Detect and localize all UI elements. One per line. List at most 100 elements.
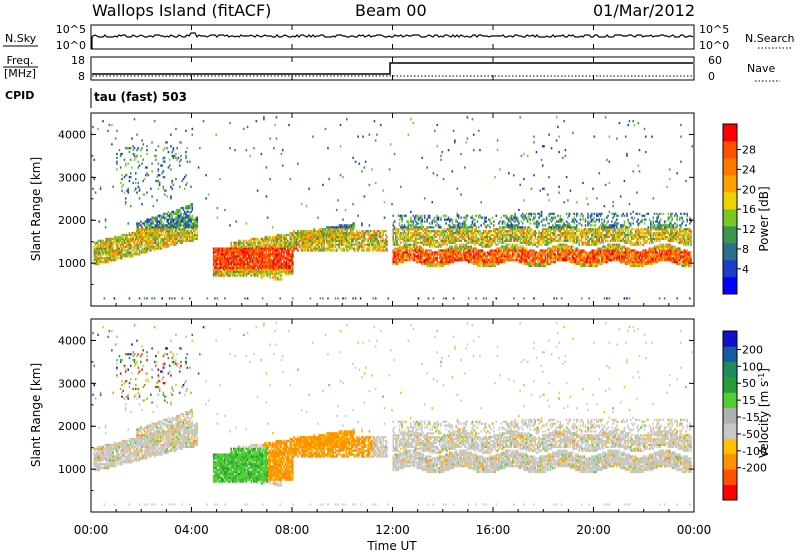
power-cell (260, 272, 263, 275)
power-cell (344, 226, 347, 229)
power-cell (141, 241, 143, 244)
power-cell (465, 235, 467, 239)
power-cell (107, 237, 109, 241)
power-cell (357, 247, 359, 250)
power-cell (437, 245, 440, 248)
power-cell (505, 230, 508, 233)
power-cell (471, 226, 474, 229)
power-cell (234, 262, 236, 266)
power-cell (427, 260, 430, 264)
power-cell (464, 253, 466, 256)
power-cell (455, 249, 457, 252)
power-cell (315, 239, 318, 242)
power-cell (160, 237, 162, 241)
power-cell (442, 237, 445, 241)
power-cell (396, 251, 398, 254)
power-cell (104, 249, 107, 252)
power-cell (136, 253, 138, 256)
power-cell (187, 224, 190, 227)
power-cell (113, 251, 116, 254)
power-cell (152, 241, 155, 244)
power-cell (519, 239, 521, 242)
power-cell (450, 239, 452, 242)
power-cell (337, 239, 339, 242)
power-cell (454, 247, 456, 250)
power-cell (190, 204, 192, 208)
power-cell (307, 232, 309, 235)
power-cell (194, 222, 196, 225)
power-cell (297, 241, 299, 244)
power-cell (177, 228, 180, 231)
power-cell (151, 230, 153, 233)
power-cell (224, 251, 226, 254)
power-cell (269, 260, 271, 264)
power-cell (420, 237, 422, 241)
power-cell (339, 235, 342, 239)
power-cell (186, 220, 189, 223)
power-cell (487, 264, 490, 268)
power-cell (212, 268, 215, 271)
power-cell (256, 266, 259, 269)
power-cell (230, 249, 232, 252)
power-cell (479, 230, 481, 233)
power-cell (340, 249, 343, 252)
power-cell (447, 249, 450, 252)
power-cell (485, 230, 488, 233)
power-cell (481, 241, 484, 244)
power-cell (162, 232, 165, 235)
power-cell (137, 232, 140, 235)
power-cell (368, 232, 371, 235)
power-cell (393, 152, 396, 156)
power-cell (348, 232, 351, 235)
power-cell (413, 232, 416, 235)
power-cell (351, 247, 353, 250)
power-cell (310, 232, 313, 235)
power-cell (464, 222, 466, 225)
power-cell (196, 226, 199, 229)
power-cell (373, 120, 376, 123)
power-cell (226, 260, 229, 264)
power-cell (358, 230, 361, 233)
power-cell (176, 237, 178, 241)
power-cell (236, 251, 239, 254)
power-cell (138, 222, 141, 225)
power-cell (396, 235, 398, 239)
power-cell (361, 224, 363, 227)
power-cell (172, 226, 175, 229)
power-cell (418, 235, 421, 239)
power-cell (138, 241, 141, 244)
power-cell (191, 214, 194, 217)
power-cell (510, 249, 513, 252)
power-cell (158, 247, 161, 250)
power-cell (273, 262, 275, 266)
power-cell (243, 255, 245, 258)
power-cell (220, 262, 222, 266)
power-cell (230, 245, 232, 248)
power-cell (305, 235, 308, 239)
power-cell (452, 249, 455, 252)
power-cell (417, 247, 420, 250)
power-cell (258, 268, 260, 271)
power-cell (520, 260, 523, 264)
power-cell (173, 232, 176, 235)
power-cell (250, 253, 253, 256)
power-cell (165, 241, 167, 244)
power-cell (392, 253, 395, 256)
power-cell (315, 241, 318, 244)
power-cell (145, 237, 147, 241)
power-cell (491, 233, 494, 237)
power-cell (303, 249, 305, 252)
power-cell (166, 239, 168, 242)
power-cell (513, 245, 515, 248)
power-cell (260, 241, 263, 244)
power-cell (170, 218, 172, 221)
power-cell (376, 133, 378, 136)
power-cell (312, 241, 314, 244)
power-cell (521, 239, 524, 242)
power-cell (413, 218, 416, 221)
power-cell (150, 226, 152, 229)
power-cell (216, 257, 219, 260)
power-cell (286, 262, 289, 266)
power-cell (156, 235, 158, 239)
power-cell (433, 235, 436, 239)
